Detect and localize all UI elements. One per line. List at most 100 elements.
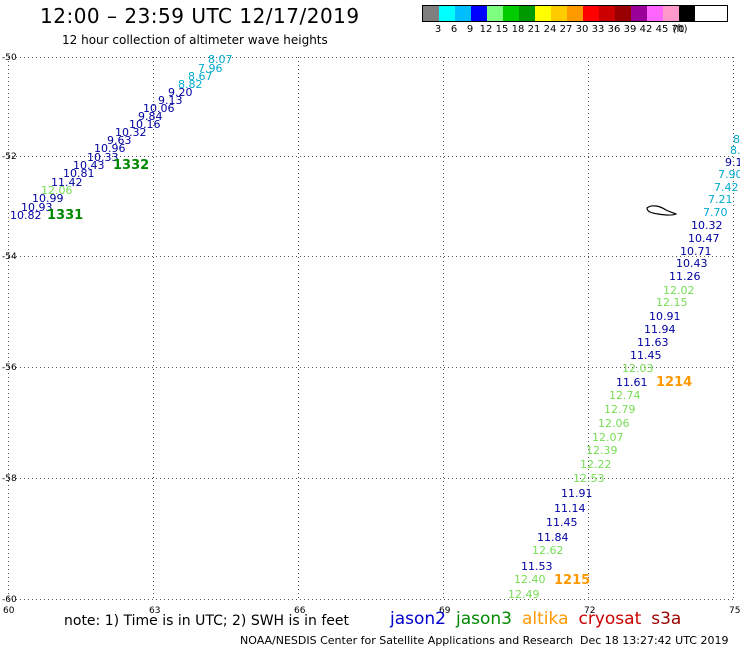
grid-dot (728, 57, 729, 58)
grid-dot (444, 156, 445, 157)
grid-dot (280, 57, 281, 58)
grid-dot (400, 156, 401, 157)
grid-dot (604, 156, 605, 157)
grid-dot (588, 229, 589, 230)
grid-dot (588, 281, 589, 282)
grid-dot (168, 256, 169, 257)
grid-dot (8, 585, 9, 586)
grid-dot (733, 357, 734, 358)
grid-dot (392, 256, 393, 257)
grid-dot (616, 156, 617, 157)
grid-dot (516, 599, 517, 600)
grid-dot (8, 405, 9, 406)
grid-dot (104, 478, 105, 479)
grid-dot (153, 209, 154, 210)
grid-dot (24, 156, 25, 157)
grid-dot (733, 245, 734, 246)
grid-dot (668, 367, 669, 368)
grid-dot (224, 256, 225, 257)
grid-dot (228, 256, 229, 257)
grid-dot (733, 121, 734, 122)
grid-dot (624, 256, 625, 257)
grid-dot (388, 256, 389, 257)
grid-dot (443, 265, 444, 266)
grid-dot (298, 421, 299, 422)
grid-dot (352, 478, 353, 479)
grid-dot (148, 367, 149, 368)
grid-dot (153, 213, 154, 214)
grid-dot (468, 478, 469, 479)
grid-dot (153, 129, 154, 130)
grid-dot (298, 441, 299, 442)
legend-tick-label: 12 (479, 24, 493, 35)
grid-dot (84, 478, 85, 479)
grid-dot (320, 57, 321, 58)
grid-dot (298, 225, 299, 226)
grid-dot (588, 77, 589, 78)
grid-dot (304, 367, 305, 368)
grid-dot (40, 256, 41, 257)
grid-dot (588, 277, 589, 278)
grid-dot (153, 501, 154, 502)
grid-dot (592, 478, 593, 479)
grid-dot (298, 73, 299, 74)
grid-dot (20, 478, 21, 479)
grid-dot (728, 256, 729, 257)
grid-dot (588, 261, 589, 262)
grid-dot (443, 329, 444, 330)
grid-dot (52, 256, 53, 257)
grid-dot (656, 256, 657, 257)
grid-dot (572, 57, 573, 58)
grid-dot (172, 599, 173, 600)
grid-dot (8, 545, 9, 546)
color-legend: 3 6 9 12 15 18 21 24 27 30 33 36 39 42 45 70 (ft) (422, 5, 740, 35)
grid-dot (408, 156, 409, 157)
grid-dot (8, 81, 9, 82)
grid-dot (588, 161, 589, 162)
grid-dot (588, 489, 589, 490)
grid-dot (8, 121, 9, 122)
grid-dot (432, 478, 433, 479)
grid-dot (564, 367, 565, 368)
grid-dot (588, 153, 589, 154)
grid-dot (443, 365, 444, 366)
wave-height-label: 11.61 (616, 376, 648, 389)
graticule (8, 57, 734, 600)
grid-dot (8, 537, 9, 538)
grid-dot (692, 256, 693, 257)
grid-dot (120, 156, 121, 157)
grid-dot (732, 599, 733, 600)
grid-dot (224, 57, 225, 58)
grid-dot (560, 156, 561, 157)
grid-dot (296, 478, 297, 479)
grid-dot (588, 449, 589, 450)
grid-dot (153, 245, 154, 246)
grid-dot (588, 577, 589, 578)
grid-dot (588, 201, 589, 202)
grid-dot (464, 57, 465, 58)
grid-dot (588, 101, 589, 102)
grid-dot (8, 65, 9, 66)
grid-dot (652, 156, 653, 157)
grid-dot (576, 599, 577, 600)
grid-dot (576, 256, 577, 257)
grid-dot (443, 557, 444, 558)
grid-dot (120, 599, 121, 600)
grid-dot (104, 57, 105, 58)
grid-dot (264, 57, 265, 58)
grid-dot (153, 425, 154, 426)
grid-dot (588, 249, 589, 250)
grid-dot (480, 478, 481, 479)
grid-dot (588, 125, 589, 126)
grid-dot (648, 57, 649, 58)
grid-dot (292, 599, 293, 600)
wave-height-label: 12.62 (532, 544, 564, 557)
grid-dot (532, 478, 533, 479)
grid-dot (443, 489, 444, 490)
grid-dot (428, 599, 429, 600)
grid-dot (92, 256, 93, 257)
grid-dot (376, 256, 377, 257)
grid-dot (636, 256, 637, 257)
grid-dot (612, 599, 613, 600)
grid-dot (92, 57, 93, 58)
